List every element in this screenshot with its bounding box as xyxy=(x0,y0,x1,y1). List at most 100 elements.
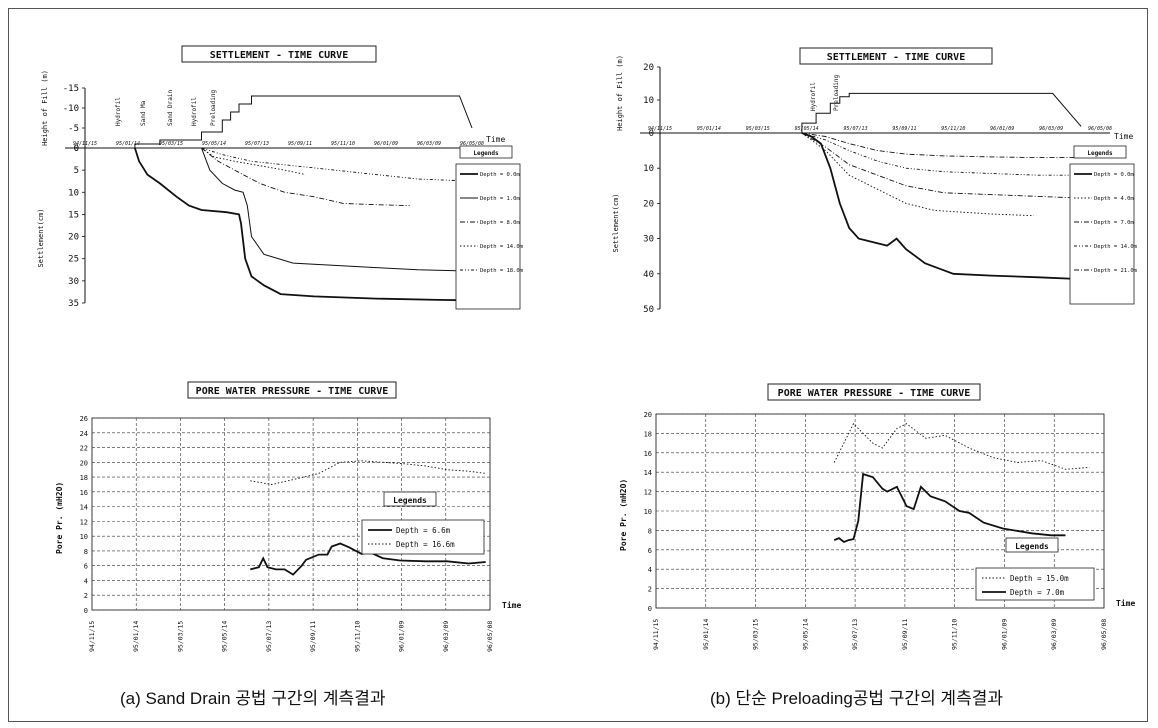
chart-title-box xyxy=(767,383,981,401)
y-tick-label: 0 xyxy=(649,129,654,139)
top-y-tick-label: 20 xyxy=(643,63,654,73)
x-tick-label: 96/05/08 xyxy=(486,621,494,652)
x-tick-label: 95/05/14 xyxy=(202,141,226,147)
y-tick-label: 22 xyxy=(80,445,88,453)
y-tick-label: 2 xyxy=(84,592,88,600)
x-tick-label: 96/05/08 xyxy=(1088,126,1112,132)
x-tick-label: 95/09/11 xyxy=(901,619,909,650)
top-y-tick-label: -10 xyxy=(63,104,79,114)
legend-label: Depth = 1.0m xyxy=(480,196,520,202)
x-tick-label: 94/11/15 xyxy=(88,621,96,652)
chart-title: SETTLEMENT - TIME CURVE xyxy=(210,50,348,61)
x-tick-label: 95/09/11 xyxy=(288,141,312,147)
legend-label: Depth = 18.0m xyxy=(480,268,524,274)
y-tick-label: 10 xyxy=(644,508,652,516)
legend-label: Depth = 14.0m xyxy=(480,244,524,250)
legend-title: Legends xyxy=(393,496,427,505)
y-tick-label: 20 xyxy=(68,233,79,243)
legend-title-box xyxy=(383,491,437,507)
chart-title: PORE WATER PRESSURE - TIME CURVE xyxy=(778,388,971,399)
y-tick-label: 50 xyxy=(643,305,654,315)
x-tick-label: 96/05/08 xyxy=(460,141,484,147)
y-tick-label: 24 xyxy=(80,430,88,438)
y-tick-label: 26 xyxy=(80,415,88,423)
legend-box xyxy=(1069,163,1135,305)
legend-title-box xyxy=(1073,145,1127,159)
series-line xyxy=(801,132,1034,217)
x-tick-label: 95/07/13 xyxy=(245,141,269,147)
y-tick-label: 12 xyxy=(80,518,88,526)
x-tick-label: 96/03/09 xyxy=(1039,126,1063,132)
legend-label: Depth = 8.0m xyxy=(480,220,520,226)
x-tick-label: 95/09/11 xyxy=(892,126,916,132)
legend-label: Depth = 14.0m xyxy=(1094,244,1138,250)
chart-title-box xyxy=(799,47,993,65)
legend-title: Legends xyxy=(1087,150,1113,157)
x-tick-label: 95/11/10 xyxy=(951,619,959,650)
plot-frame xyxy=(91,417,491,611)
top-y-tick-label: 10 xyxy=(643,96,654,106)
x-tick-label: 95/07/13 xyxy=(844,126,868,132)
fill-event-label: Hydrofil xyxy=(115,97,122,126)
series-line xyxy=(134,147,473,302)
y-tick-label: 0 xyxy=(648,605,652,613)
figure-frame xyxy=(8,8,1148,722)
y-tick-label: 20 xyxy=(644,411,652,419)
y-tick-label: 20 xyxy=(80,459,88,467)
series-line xyxy=(201,147,306,176)
y-tick-label: 8 xyxy=(648,527,652,535)
x-tick-label: 95/03/15 xyxy=(159,141,183,147)
x-axis-label: Time xyxy=(1116,598,1135,608)
series-line xyxy=(801,132,1082,280)
fill-height-line xyxy=(801,92,1082,133)
x-tick-label: 95/03/15 xyxy=(176,621,184,652)
y-axis-label: Settlement(cm) xyxy=(612,193,620,252)
y-tick-label: 25 xyxy=(68,255,79,265)
caption-a: (a) Sand Drain 공법 구간의 계측결과 xyxy=(120,689,386,708)
series-line xyxy=(201,147,473,272)
series-line xyxy=(801,132,1082,159)
y-tick-label: 16 xyxy=(80,489,88,497)
x-tick-label: 95/05/14 xyxy=(801,619,809,650)
series-line xyxy=(801,132,1082,199)
fill-event-label: Preloading xyxy=(210,89,217,126)
x-tick-label: 96/03/09 xyxy=(1050,619,1058,650)
x-axis-label: Time xyxy=(502,600,521,610)
legend-box xyxy=(975,567,1095,601)
x-tick-label: 96/03/09 xyxy=(417,141,441,147)
x-tick-label: 95/07/13 xyxy=(265,621,273,652)
fill-height-line xyxy=(134,95,473,148)
x-tick-label: 94/11/15 xyxy=(652,619,660,650)
top-y-axis-label: Height of Fill (m) xyxy=(41,70,49,146)
y-tick-label: 30 xyxy=(643,235,654,245)
legend-label: Depth = 6.6m xyxy=(396,526,451,535)
x-axis-label: Time xyxy=(1114,132,1133,141)
y-tick-label: 2 xyxy=(648,586,652,594)
y-tick-label: 10 xyxy=(80,533,88,541)
legend-label: Depth = 4.0m xyxy=(1094,196,1134,202)
y-tick-label: 20 xyxy=(643,199,654,209)
fill-event-label: Hydrofil xyxy=(191,97,198,126)
y-tick-label: 18 xyxy=(80,474,88,482)
y-axis-label: Pore Pr. (mH2O) xyxy=(619,479,628,551)
x-tick-label: 95/11/10 xyxy=(353,621,361,652)
x-tick-label: 95/03/15 xyxy=(746,126,770,132)
y-tick-label: 40 xyxy=(643,270,654,280)
series-line xyxy=(801,132,1082,176)
x-tick-label: 95/01/14 xyxy=(697,126,721,132)
y-tick-label: 14 xyxy=(80,504,88,512)
top-y-tick-label: 0 xyxy=(74,144,79,154)
y-axis-label: Pore Pr. (mH2O) xyxy=(55,482,64,554)
legend-label: Depth = 7.0m xyxy=(1010,588,1065,597)
fill-event-label: Sand Ma xyxy=(140,100,147,126)
y-tick-label: 16 xyxy=(644,450,652,458)
fill-event-label: Preloading xyxy=(833,74,840,111)
legend-label: Depth = 7.0m xyxy=(1094,220,1134,226)
chart-title-box xyxy=(181,45,377,63)
x-tick-label: 96/01/09 xyxy=(1000,619,1008,650)
y-axis-label: Settlement(cm) xyxy=(37,208,45,267)
legend-label: Depth = 15.0m xyxy=(1010,574,1069,583)
y-tick-label: 14 xyxy=(644,469,652,477)
x-tick-label: 95/05/14 xyxy=(795,126,819,132)
